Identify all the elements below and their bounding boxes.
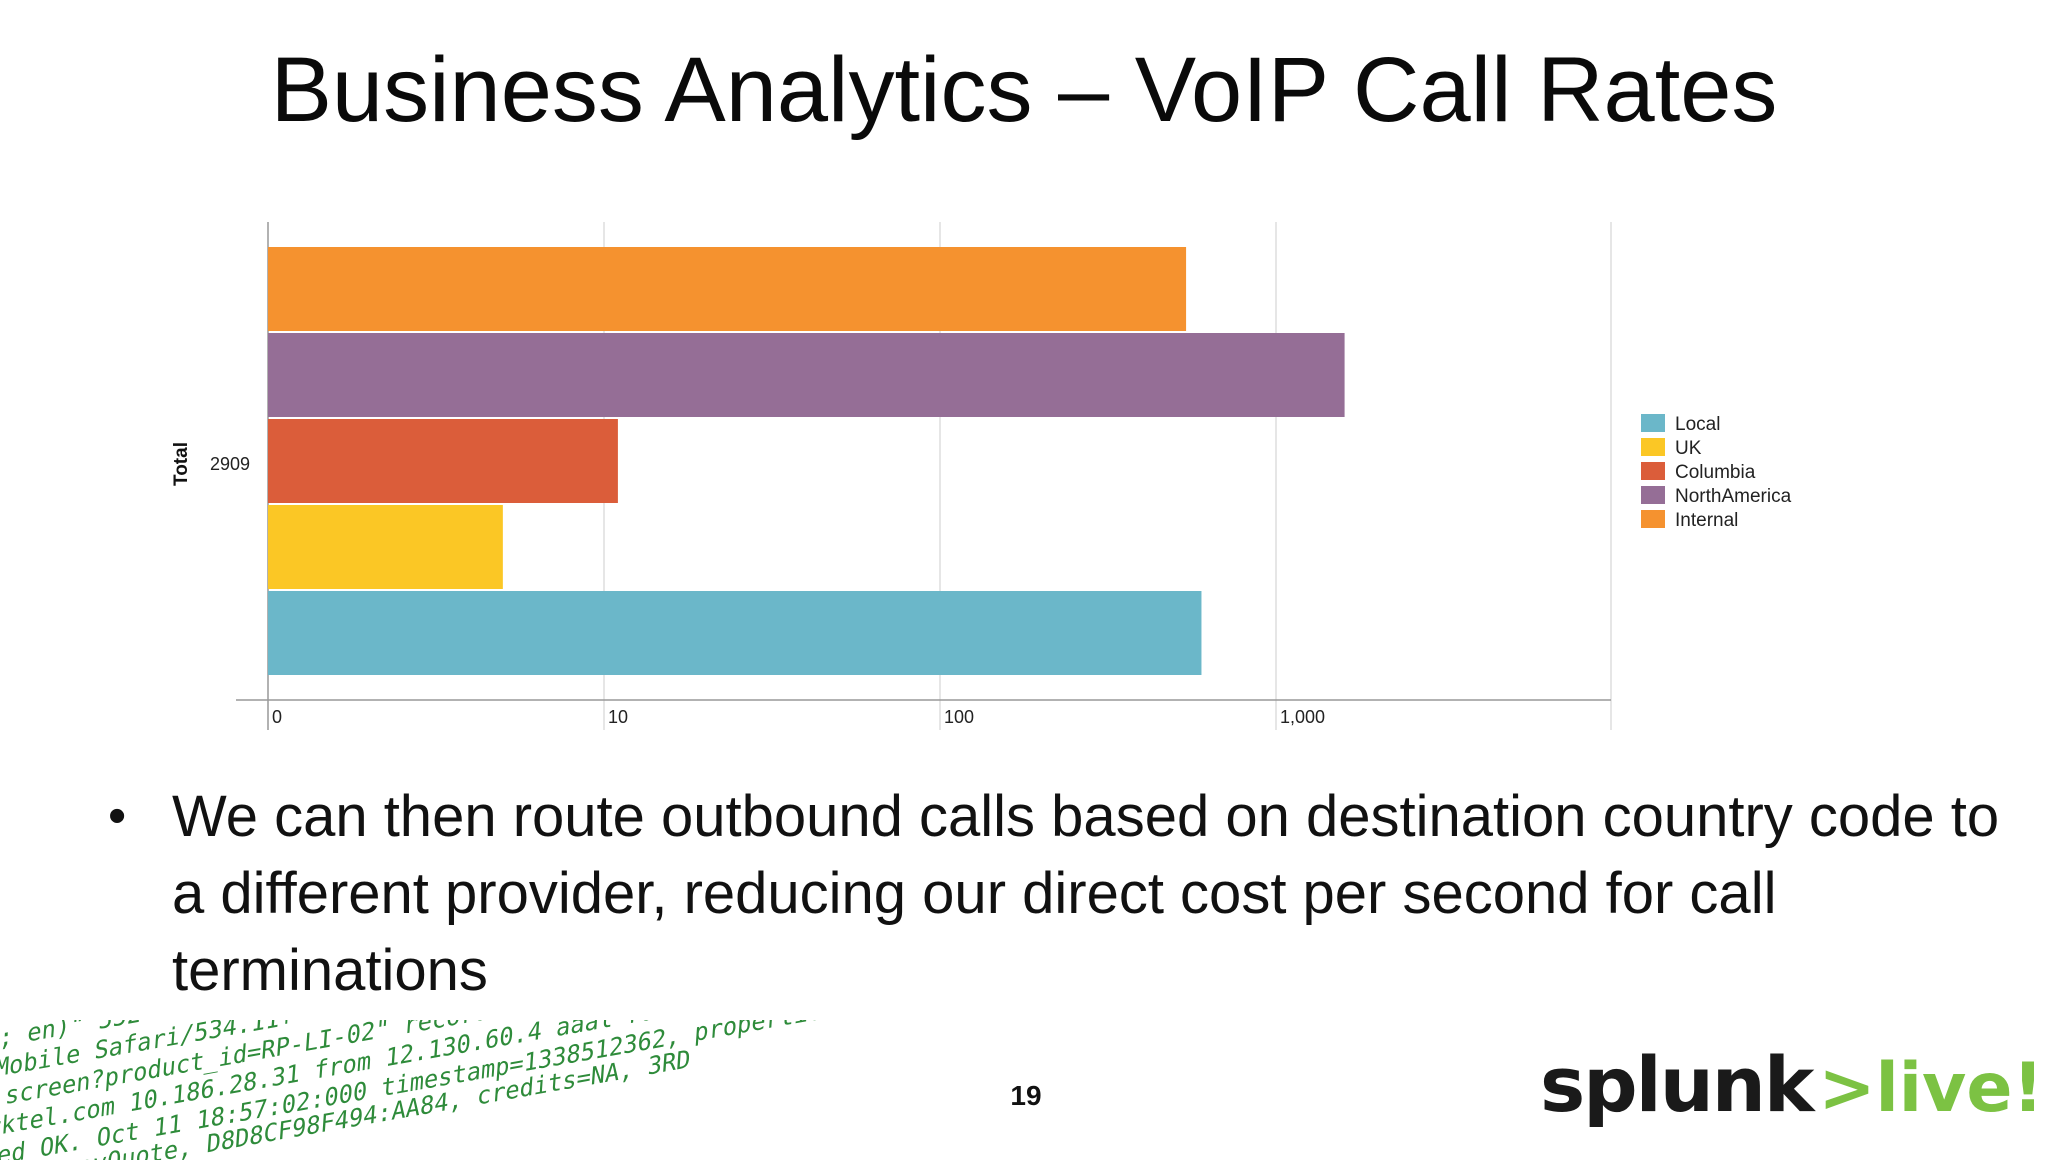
- logo-chevron: >: [1818, 1049, 1876, 1128]
- x-tick-label: 1,000: [1280, 707, 1325, 727]
- bar-northamerica: [268, 333, 1345, 417]
- logo-suffix: live!: [1875, 1049, 2044, 1128]
- legend-label: NorthAmerica: [1675, 486, 1792, 507]
- page-number: 19: [1010, 1080, 1042, 1111]
- legend-swatch: [1641, 486, 1665, 504]
- legend-label: Local: [1675, 414, 1720, 435]
- slide-title: Business Analytics – VoIP Call Rates: [270, 39, 1778, 141]
- bar-columbia: [268, 419, 618, 503]
- y-axis-label: Total: [171, 442, 192, 486]
- legend-swatch: [1641, 462, 1665, 480]
- bar-internal: [268, 247, 1187, 331]
- x-tick-label: 10: [608, 707, 628, 727]
- x-tick-label: 0: [272, 707, 282, 727]
- legend-label: Columbia: [1675, 462, 1756, 483]
- legend-swatch: [1641, 414, 1665, 432]
- splunk-live-logo: splunk>live!: [1540, 1040, 2044, 1140]
- bar-chart: 0 10 100 1,000 2909 Total Local UK Columbia North…: [171, 222, 1792, 730]
- bar-uk: [268, 505, 503, 589]
- legend-label: UK: [1675, 438, 1702, 459]
- legend-swatch: [1641, 438, 1665, 456]
- bar-local: [268, 591, 1202, 675]
- logo-word: splunk: [1540, 1040, 1814, 1129]
- legend-label: Internal: [1675, 510, 1738, 531]
- log-text-decoration: ; en)" 552 "Googlebot/2.1 ( http://www.g…: [0, 1020, 1060, 1160]
- legend-swatch: [1641, 510, 1665, 528]
- x-tick-label: 100: [944, 707, 974, 727]
- bullet-text: We can then route outbound calls based o…: [172, 784, 2000, 1003]
- bullet-marker: •: [108, 787, 127, 845]
- y-category-label: 2909: [210, 454, 250, 474]
